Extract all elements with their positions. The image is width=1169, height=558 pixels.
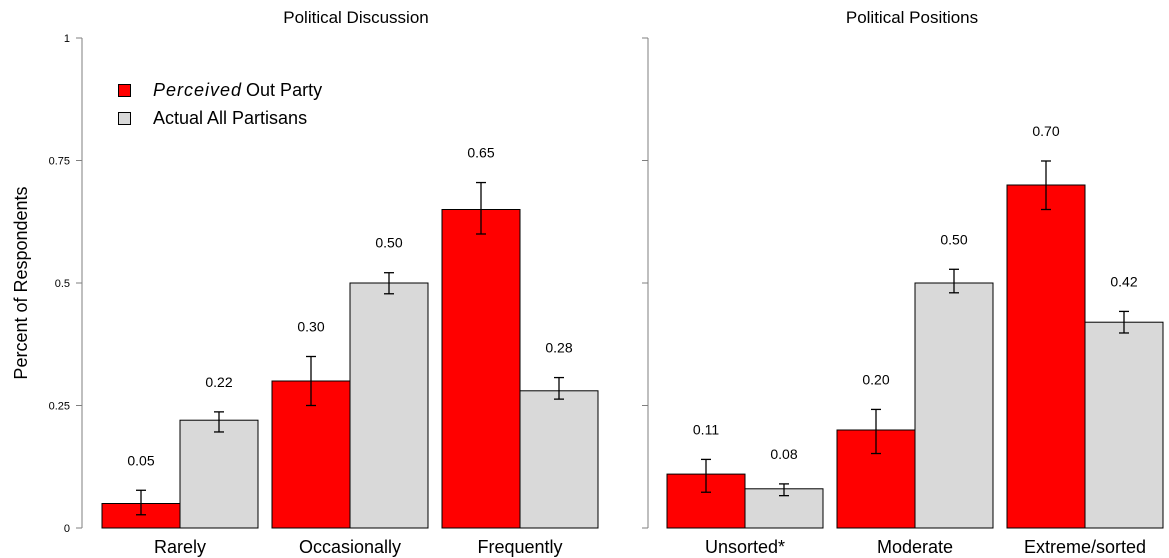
data-label: 0.28 [545, 340, 572, 356]
data-label: 0.65 [467, 145, 494, 161]
x-tick-label: Occasionally [299, 537, 401, 557]
legend-swatch-perceived [118, 83, 131, 97]
legend: Perceived Out Party Actual All Partisans [118, 76, 322, 132]
data-label: 0.50 [375, 235, 402, 251]
data-label: 0.42 [1110, 273, 1137, 289]
data-label: 0.70 [1032, 123, 1059, 139]
legend-swatch-actual [118, 111, 131, 125]
chart-title-discussion: Political Discussion [283, 8, 429, 27]
bar-perceived [1006, 184, 1086, 529]
x-tick-label: Rarely [154, 537, 206, 557]
y-tick-label: 0 [64, 523, 70, 535]
legend-label-perceived-italic: Perceived [153, 79, 243, 100]
legend-item-actual: Actual All Partisans [118, 104, 322, 132]
y-tick-label: 0.5 [55, 278, 70, 290]
data-label: 0.05 [127, 452, 154, 468]
data-label: 0.30 [297, 319, 324, 335]
x-tick-label: Unsorted* [705, 537, 785, 557]
legend-item-perceived: Perceived Out Party [118, 76, 322, 104]
y-tick-label: 0.75 [49, 156, 70, 168]
bar-actual [179, 419, 259, 529]
y-tick-label: 1 [64, 33, 70, 45]
data-label: 0.11 [693, 421, 719, 437]
chart-title-positions: Political Positions [846, 8, 978, 27]
data-label: 0.20 [862, 371, 889, 387]
bar-actual [349, 282, 429, 529]
bar-actual [519, 390, 599, 529]
bar-perceived [441, 209, 521, 529]
legend-label-actual: Actual All Partisans [153, 107, 308, 128]
legend-label-perceived-rest: Out Party [246, 79, 323, 100]
data-label: 0.50 [940, 231, 967, 247]
x-tick-label: Extreme/sorted [1024, 537, 1146, 557]
data-label: 0.08 [770, 446, 797, 462]
data-label: 0.22 [205, 374, 232, 390]
x-tick-label: Moderate [877, 537, 953, 557]
bar-actual [914, 282, 994, 529]
y-tick-label: 0.25 [49, 401, 70, 413]
x-tick-label: Frequently [477, 537, 562, 557]
bar-actual [1084, 321, 1164, 529]
y-axis-label: Percent of Respondents [11, 186, 31, 379]
